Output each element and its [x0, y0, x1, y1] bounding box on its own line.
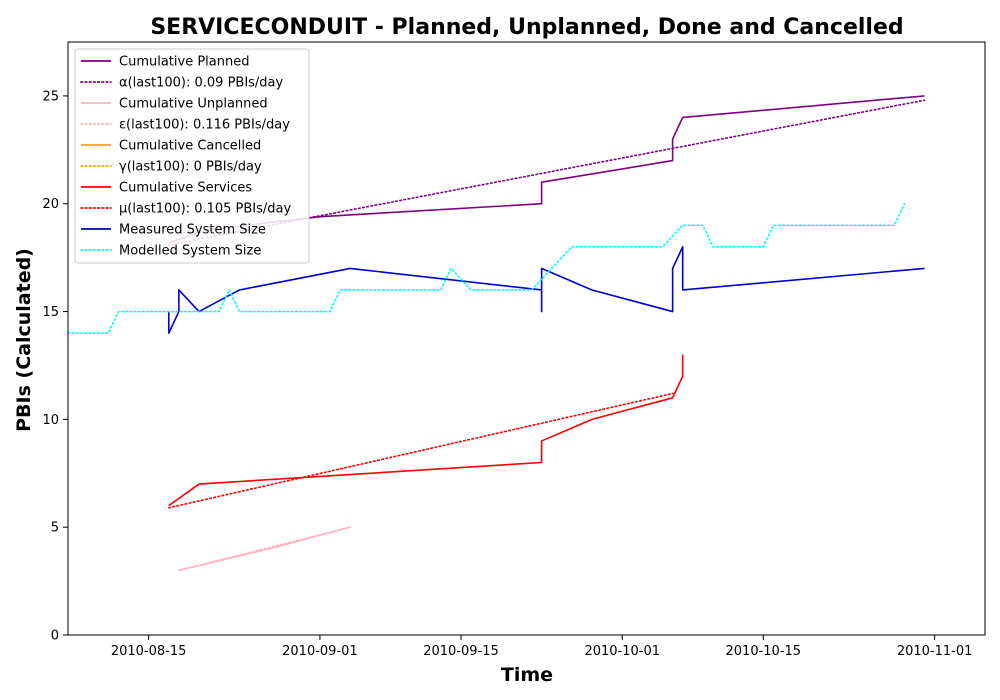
- y-tick-label: 25: [42, 89, 59, 104]
- legend-label: Modelled System Size: [119, 244, 261, 259]
- series-line-10: [68, 202, 906, 334]
- series-line-4: [178, 526, 351, 572]
- y-tick-label: 15: [42, 305, 59, 320]
- plot-area: 2010-08-15 2010-09-01 2010-09-15 2010-10-01…: [42, 41, 986, 659]
- series-line-7: [168, 354, 684, 507]
- y-axis-label: PBIs (Calculated): [13, 248, 35, 432]
- legend-label: Cumulative Services: [119, 181, 252, 196]
- x-axis-label: Time: [501, 664, 553, 686]
- legend-label: γ(last100): 0 PBIs/day: [119, 160, 262, 175]
- legend-label: α(last100): 0.09 PBIs/day: [119, 76, 284, 91]
- x-tick-label: 2010-09-01: [282, 644, 358, 659]
- series-line-9: [167, 246, 925, 334]
- chart-title: SERVICECONDUIT - Planned, Unplanned, Don…: [150, 15, 903, 40]
- legend-label: Cumulative Planned: [119, 55, 249, 70]
- x-tick-label: 2010-10-15: [726, 644, 802, 659]
- legend-label: Measured System Size: [119, 223, 266, 238]
- y-axis: 0 5 10 15 20 25: [42, 89, 68, 644]
- legend-box: [74, 48, 310, 264]
- y-tick-label: 20: [42, 197, 59, 212]
- y-tick-label: 10: [42, 413, 59, 428]
- legend-label: Cumulative Cancelled: [119, 139, 261, 154]
- x-axis: 2010-08-15 2010-09-01 2010-09-15 2010-10-01…: [111, 635, 973, 659]
- legend-label: Cumulative Unplanned: [119, 97, 268, 112]
- x-tick-label: 2010-08-15: [111, 644, 187, 659]
- legend-label: ε(last100): 0.116 PBIs/day: [119, 118, 290, 133]
- x-tick-label: 2010-09-15: [423, 644, 499, 659]
- y-tick-label: 5: [51, 521, 59, 536]
- legend-label: μ(last100): 0.105 PBIs/day: [119, 202, 291, 217]
- x-tick-label: 2010-10-01: [584, 644, 660, 659]
- legend: Cumulative Planned α(last100): 0.09 PBIs/…: [74, 48, 310, 264]
- plot-frame: [67, 41, 986, 636]
- y-tick-label: 0: [51, 629, 59, 644]
- x-tick-label: 2010-11-01: [897, 644, 973, 659]
- series-line-8: [167, 392, 674, 509]
